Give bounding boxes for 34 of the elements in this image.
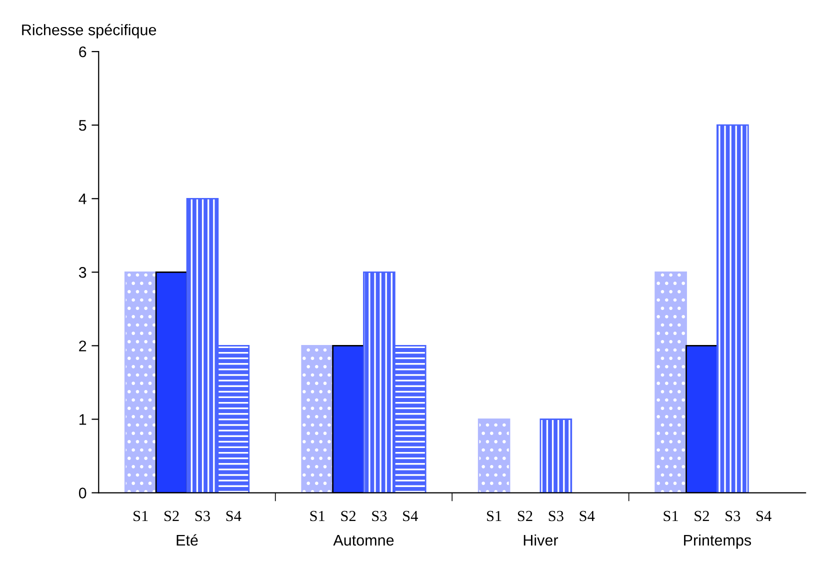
bar [301, 345, 334, 493]
y-tick-label: 3 [78, 267, 86, 278]
y-tick-label: 0 [78, 488, 86, 498]
bar [540, 418, 572, 493]
series-label: S4 [226, 510, 242, 522]
text: S4 [403, 510, 418, 522]
text: S4 [756, 510, 772, 522]
text: S3 [372, 510, 387, 522]
bar [478, 418, 510, 493]
text: S1 [487, 510, 502, 522]
text: S4 [580, 510, 595, 522]
series-label: S3 [195, 510, 210, 522]
y-tick-label: 1 [80, 414, 86, 425]
x-tick-label: Eté [176, 534, 198, 546]
bar [654, 271, 687, 493]
y-tick-label: 4 [78, 194, 86, 204]
series-label: S1 [134, 510, 148, 522]
text: S2 [341, 510, 356, 522]
bar [716, 124, 749, 493]
x-tick-label: Automne [333, 535, 394, 546]
x-tick-label: Printemps [684, 534, 752, 549]
text: S3 [548, 510, 564, 522]
text: S3 [726, 510, 740, 522]
text: S2 [518, 510, 532, 522]
bar [124, 271, 157, 493]
y-axis-title: Richesse spécifique [22, 24, 156, 38]
y-tick-label: 2 [79, 340, 86, 352]
series-label: S2 [164, 510, 179, 522]
y-tick-label: 5 [78, 120, 86, 131]
text: S1 [310, 510, 324, 522]
text: S2 [694, 510, 709, 522]
text: S1 [664, 510, 678, 522]
x-tick-label: Hiver [524, 534, 558, 546]
y-tick-label: 6 [79, 46, 86, 58]
